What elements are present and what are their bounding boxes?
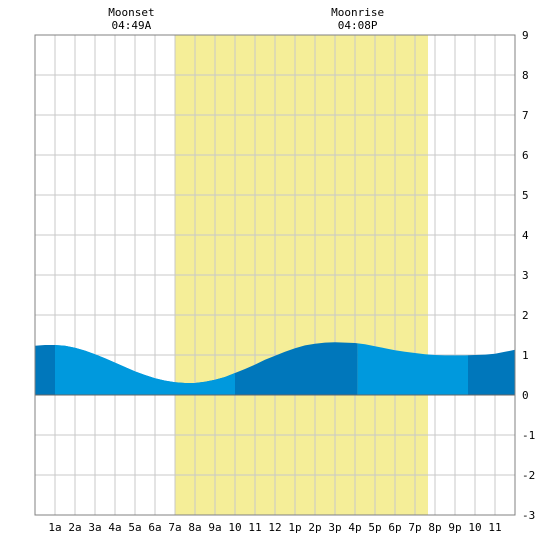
y-tick-label: -1	[522, 429, 535, 442]
y-tick-label: -3	[522, 509, 535, 522]
x-tick-labels: 1a 2a 3a 4a 5a 6a 7a 8a 9a 10 11 12 1p 2p 3p 4p 5p 6p 7p 8p…	[48, 521, 501, 534]
x-tick-label: 10	[468, 521, 481, 534]
y-tick-label: 3	[522, 269, 529, 282]
plot-frame	[34, 34, 516, 516]
y-tick-label: 7	[522, 109, 529, 122]
x-tick-label: 8a	[188, 521, 201, 534]
x-tick-label: 6p	[388, 521, 401, 534]
x-tick-label: 2a	[68, 521, 81, 534]
x-tick-label: 5a	[128, 521, 141, 534]
x-tick-label: 9a	[208, 521, 221, 534]
x-tick-label: 7a	[168, 521, 181, 534]
grid-layer	[35, 35, 515, 515]
y-tick-label: 1	[522, 349, 529, 362]
x-tick-label: 8p	[428, 521, 441, 534]
y-tick-label: -2	[522, 469, 535, 482]
moonset-time: 04:49A	[112, 19, 152, 32]
x-tick-label: 9p	[448, 521, 461, 534]
moonrise-time: 04:08P	[338, 19, 378, 32]
moonset-label: Moonset	[108, 6, 154, 19]
y-tick-label: 5	[522, 189, 529, 202]
x-tick-label: 6a	[148, 521, 161, 534]
x-tick-label: 1a	[48, 521, 61, 534]
x-tick-label: 4a	[108, 521, 121, 534]
x-tick-label: 4p	[348, 521, 361, 534]
x-tick-label: 11	[248, 521, 261, 534]
x-tick-label: 11	[488, 521, 501, 534]
y-tick-label: 6	[522, 149, 529, 162]
y-tick-labels: -3 -2 -1 0 1 2 3 4 5 6 7 8 9	[522, 29, 535, 522]
y-tick-label: 8	[522, 69, 529, 82]
x-tick-label: 3p	[328, 521, 341, 534]
tide-area-night	[35, 342, 55, 395]
x-tick-label: 3a	[88, 521, 101, 534]
x-tick-label: 12	[268, 521, 281, 534]
y-tick-label: 0	[522, 389, 529, 402]
x-tick-label: 5p	[368, 521, 381, 534]
x-tick-label: 2p	[308, 521, 321, 534]
x-tick-label: 7p	[408, 521, 421, 534]
moon-annotations: Moonset 04:49A Moonrise 04:08P	[108, 6, 384, 32]
moonrise-label: Moonrise	[331, 6, 384, 19]
plot-frame-layer	[34, 34, 516, 516]
y-tick-label: 4	[522, 229, 529, 242]
y-tick-label: 9	[522, 29, 529, 42]
y-tick-label: 2	[522, 309, 529, 322]
x-tick-label: 1p	[288, 521, 301, 534]
x-tick-label: 10	[228, 521, 241, 534]
